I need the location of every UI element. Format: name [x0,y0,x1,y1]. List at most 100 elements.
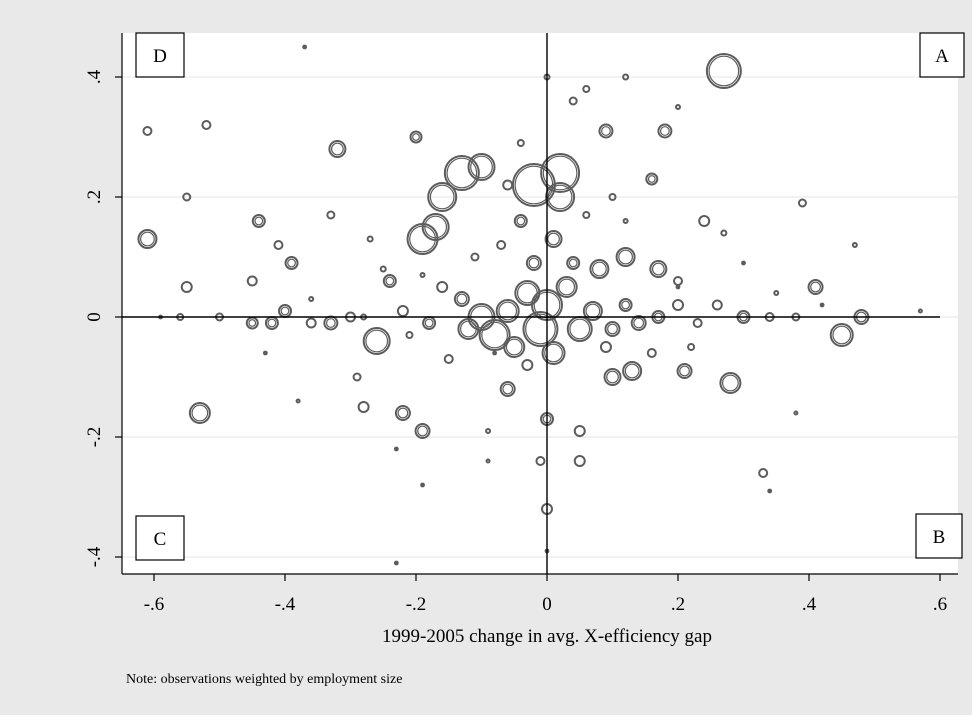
data-point [180,281,193,293]
point-ring [608,193,617,201]
point-ring [382,274,397,288]
point-ring-inner [140,231,155,247]
data-point [676,363,693,379]
point-ring-inner [542,155,578,191]
point-ring-inner [481,321,509,349]
point-ring-inner [651,262,665,276]
point-ring [142,126,153,136]
point-ring [698,215,711,227]
data-point [443,155,480,191]
data-point [720,229,728,237]
data-point [540,153,581,193]
point-ring-inner [624,363,640,379]
data-point [687,343,696,351]
point-ring-inner [528,257,540,269]
point-ring-inner [280,306,290,316]
point-ring [649,260,668,278]
data-point [917,308,923,314]
point-ring-inner [569,318,591,340]
point-ring-inner [254,216,264,226]
point-ring [521,359,534,371]
data-point [589,259,610,279]
data-point [137,229,158,249]
data-dot [819,302,825,308]
data-point [598,123,614,139]
axes: -.6 -.4 -.2 0 .2 .4 .6 -.4 -.2 0 .2 .4 [84,33,958,615]
data-point [544,230,563,248]
point-ring-inner [525,313,556,345]
point-ring-inner [446,157,478,189]
point-ring-inner [607,323,618,335]
point-ring [427,182,458,212]
data-point [630,315,647,331]
point-ring-inner [498,301,518,321]
data-point [657,123,673,139]
point-ring [582,301,603,321]
point-ring [478,319,511,351]
data-point [246,275,258,287]
point-ring [829,323,854,347]
data-point [305,317,317,329]
quadrant-label-top-right: A [919,32,965,78]
data-point [522,311,559,347]
data-point [758,468,769,478]
point-ring [851,242,858,248]
x-tick-label: .6 [933,594,947,615]
point-ring [604,321,621,337]
point-ring [758,468,769,478]
point-ring [503,336,526,358]
data-point [604,321,621,337]
point-ring-inner [585,303,601,319]
point-ring [522,311,559,347]
data-point [427,182,458,212]
point-ring [305,317,317,329]
point-ring [692,318,703,328]
data-point [405,331,414,339]
data-point [357,401,370,413]
quadrant-letter: D [153,46,167,67]
quadrant-box [135,32,185,78]
point-ring-inner [558,278,576,296]
quadrant-letter: C [154,529,167,550]
data-point [582,301,603,321]
data-point [188,402,211,424]
point-ring [603,368,622,386]
point-ring-inner [191,404,209,422]
point-ring [544,230,563,248]
data-point [142,126,153,136]
point-ring [917,308,923,314]
point-ring [366,235,374,243]
point-ring [453,291,470,307]
point-ring [273,240,284,250]
point-ring [672,299,684,311]
data-point [719,372,742,394]
x-tick-label: .4 [802,594,817,615]
point-ring-inner [621,300,630,310]
point-ring-inner [601,126,611,136]
point-ring-inner [516,216,526,226]
point-ring-inner [331,142,344,156]
point-ring-inner [470,155,493,179]
point-ring [201,120,212,130]
data-point [478,319,511,351]
point-ring [396,305,409,317]
point-ring [615,247,636,267]
point-ring [566,256,581,270]
point-ring-inner [505,338,523,356]
data-point [503,336,526,358]
point-ring-inner [502,383,514,395]
point-ring [362,327,391,355]
point-ring-inner [424,215,448,239]
data-point [201,120,212,130]
data-point [797,198,807,208]
quadrant-box [135,515,185,561]
y-tick-label: .4 [84,69,105,84]
data-point [379,265,387,273]
point-ring [513,214,528,228]
x-tick-label: -.2 [406,594,427,615]
point-ring [485,428,492,434]
point-ring [630,315,647,331]
data-point [443,354,454,364]
data-point [396,305,409,317]
